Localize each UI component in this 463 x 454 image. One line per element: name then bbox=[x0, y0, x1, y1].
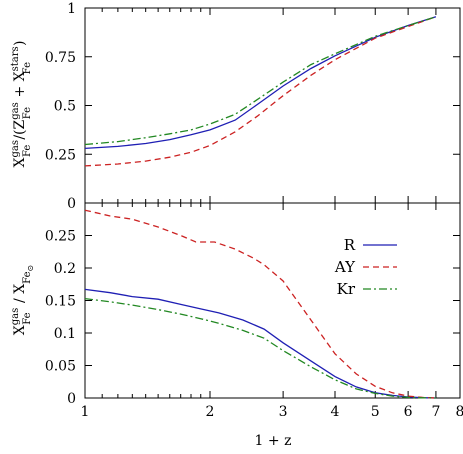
top-series-ay bbox=[84, 16, 437, 167]
top-ylabel-sup2: gas bbox=[10, 102, 21, 120]
bottom-y-tick-label: 0.15 bbox=[45, 294, 76, 310]
top-y-tick-label: 0.25 bbox=[45, 147, 76, 163]
bottom-series-ay bbox=[84, 209, 436, 399]
x-tick-label: 3 bbox=[279, 404, 288, 420]
top-ylabel-mid: /(Z bbox=[12, 120, 28, 140]
x-tick-label: 8 bbox=[456, 404, 463, 420]
bottom-ylabel-sup1: gas bbox=[10, 308, 21, 326]
top-y-tick-label: 0 bbox=[67, 196, 76, 212]
top-y-tick-label: 1 bbox=[67, 1, 76, 17]
x-axis-label: 1 + z bbox=[255, 433, 292, 449]
legend-label-ay: AY bbox=[334, 258, 356, 276]
bottom-series-kr bbox=[84, 297, 436, 399]
top-ylabel-sub2: Fe bbox=[22, 107, 33, 119]
bottom-y-tick-label: 0.1 bbox=[54, 326, 76, 342]
top-panel: 0 0.25 0.5 0.75 1 bbox=[45, 1, 461, 212]
bottom-panel: 1 2 3 4 5 6 7 8 0 0.05 0.1 0.15 0.2 0.25 R AY Kr bbox=[45, 202, 463, 420]
legend-label-r: R bbox=[344, 236, 356, 254]
top-plot-frame bbox=[84, 7, 461, 204]
bottom-ylabel-sun: ⊙ bbox=[26, 265, 35, 272]
x-tick-label: 5 bbox=[371, 404, 380, 420]
top-series-kr bbox=[84, 16, 437, 146]
top-y-tick-label: 0.75 bbox=[45, 50, 76, 66]
top-ylabel-sub1: Fe bbox=[22, 145, 33, 157]
bottom-y-tick-label: 0 bbox=[67, 391, 76, 407]
top-y-axis-label: XgasFe/(ZgasFe + XstarsFe) bbox=[10, 41, 33, 168]
bottom-ylabel-sub1: Fe bbox=[22, 312, 33, 324]
top-ylabel-plus: + X bbox=[12, 71, 28, 102]
top-ylabel-sub3: Fe bbox=[22, 62, 33, 74]
top-ylabel-prefix: X bbox=[12, 157, 28, 167]
x-tick-label: 7 bbox=[431, 404, 440, 420]
x-tick-label: 2 bbox=[206, 404, 215, 420]
x-tick-label: 1 bbox=[81, 404, 90, 420]
top-ylabel-sup3: stars bbox=[10, 46, 21, 71]
bottom-ylabel-mid: / X bbox=[12, 284, 28, 308]
top-y-tick-label: 0.5 bbox=[54, 99, 76, 115]
x-tick-label: 6 bbox=[404, 404, 413, 420]
top-ylabel-sup1: gas bbox=[10, 140, 21, 158]
x-tick-label: 4 bbox=[331, 404, 340, 420]
bottom-y-axis-label: XgasFe / XFe⊙ bbox=[10, 265, 35, 335]
top-series-r bbox=[84, 16, 437, 150]
bottom-y-tick-label: 0.05 bbox=[45, 359, 76, 375]
bottom-series-r bbox=[84, 288, 436, 399]
legend-label-kr: Kr bbox=[337, 280, 356, 298]
top-ylabel-end: ) bbox=[12, 41, 28, 46]
bottom-ylabel-sub2: Fe bbox=[22, 271, 33, 283]
bottom-y-tick-label: 0.2 bbox=[54, 261, 76, 277]
bottom-y-tick-label: 0.25 bbox=[45, 229, 76, 245]
bottom-plot-frame bbox=[84, 202, 461, 399]
bottom-ylabel-prefix: X bbox=[12, 325, 28, 335]
